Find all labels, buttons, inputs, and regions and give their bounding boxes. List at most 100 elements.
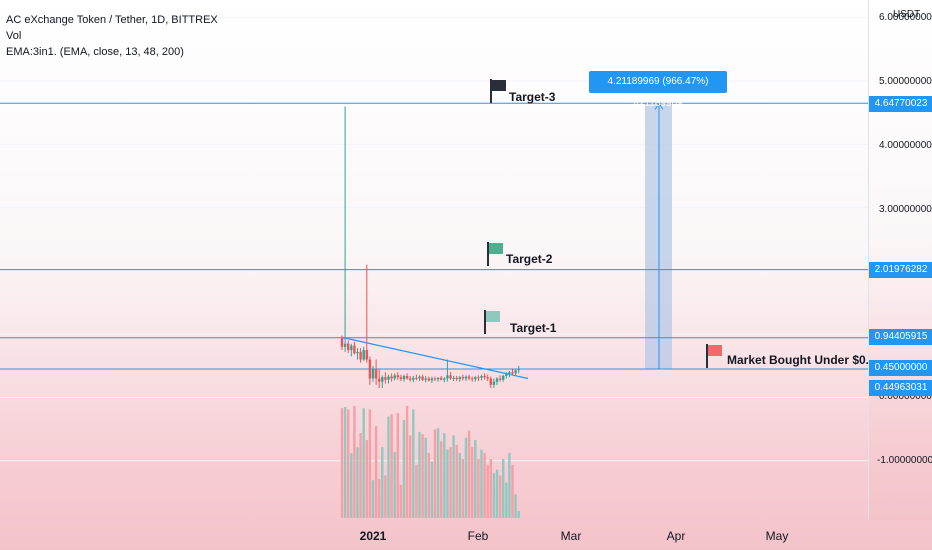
- time-axis[interactable]: 2021 Feb Mar Apr May: [0, 520, 868, 550]
- volume-bar: [483, 453, 486, 518]
- entry-price-label[interactable]: 0.45000000: [869, 360, 932, 376]
- candle-body: [368, 359, 372, 379]
- candle-body: [405, 375, 409, 379]
- candle-body: [440, 377, 443, 380]
- price-axis[interactable]: USDT 5.00000000 4.00000000 3.00000000 0.…: [868, 0, 932, 520]
- candle-body: [461, 377, 465, 379]
- candle-body: [464, 376, 468, 379]
- volume-bar: [517, 510, 520, 518]
- candle-body: [378, 378, 381, 382]
- candle-body: [424, 378, 427, 380]
- entry-label[interactable]: Market Bought Under $0.4: [727, 353, 876, 367]
- time-tick: May: [765, 529, 789, 543]
- volume-bar: [368, 409, 372, 518]
- time-tick: Apr: [666, 529, 686, 543]
- volume-bar: [427, 453, 430, 518]
- volume-bar: [387, 416, 390, 518]
- candle-body: [486, 377, 489, 379]
- volume-bar: [356, 447, 359, 518]
- volume-bar: [350, 453, 353, 518]
- volume-bar: [396, 412, 399, 518]
- ema-indicator-label[interactable]: EMA:3in1. (EMA, close, 13, 48, 200): [6, 46, 184, 58]
- candle-body: [353, 345, 356, 354]
- target-2-price-label[interactable]: 2.01976282: [869, 262, 932, 278]
- candle-body: [371, 369, 375, 379]
- volume-bar: [511, 464, 514, 518]
- volume-indicator-label[interactable]: Vol: [6, 30, 22, 42]
- volume-bar: [340, 408, 344, 518]
- volume-bar: [492, 473, 496, 518]
- volume-bar: [433, 429, 437, 518]
- target-3-label[interactable]: Target-3: [509, 90, 556, 104]
- target-1-label[interactable]: Target-1: [510, 321, 557, 335]
- candle-body: [350, 345, 353, 351]
- candle-body: [480, 375, 483, 378]
- candle-body: [471, 378, 474, 380]
- volume-bar: [381, 447, 384, 518]
- target-3-flag-icon[interactable]: [489, 79, 509, 108]
- target-3-price-label[interactable]: 4.64770023: [869, 96, 932, 112]
- candle-body: [356, 351, 359, 354]
- volume-bar: [474, 440, 477, 518]
- target-2-label[interactable]: Target-2: [506, 252, 553, 266]
- volume-bar: [443, 433, 446, 518]
- candle-body: [415, 377, 418, 379]
- volume-bar: [430, 461, 434, 518]
- time-tick: Mar: [560, 529, 582, 543]
- volume-bar: [393, 451, 396, 518]
- volume-bar: [467, 430, 471, 518]
- candle-body: [393, 375, 396, 379]
- candle-body: [365, 350, 368, 360]
- candle-body: [505, 374, 508, 376]
- target-1-flag-icon[interactable]: [483, 310, 503, 339]
- candle-body: [384, 377, 387, 380]
- volume-bar: [489, 459, 492, 518]
- candle-body: [362, 350, 365, 360]
- trendline: [341, 336, 529, 380]
- volume-bar: [362, 408, 365, 518]
- volume-bar: [421, 434, 424, 518]
- target-1-price-label[interactable]: 0.94405915: [869, 329, 932, 345]
- chart-plot-area[interactable]: [0, 0, 868, 520]
- measure-tool-label[interactable]: 4.21189969 (966.47%) 421189969: [589, 71, 727, 109]
- candle-body: [399, 377, 403, 380]
- volume-bar: [455, 444, 458, 518]
- volume-bar: [343, 407, 347, 518]
- volume-bar: [402, 420, 406, 518]
- candle-body: [443, 378, 446, 380]
- candle-body: [455, 377, 458, 380]
- chart-canvas[interactable]: [0, 0, 868, 520]
- candle-body: [374, 369, 378, 379]
- volume-bar: [505, 482, 508, 518]
- last-price-label[interactable]: 0.44963031: [869, 380, 932, 396]
- candle-body: [514, 370, 517, 374]
- candle-body: [517, 369, 520, 371]
- volume-bar: [384, 475, 387, 518]
- volume-bar: [405, 405, 409, 518]
- symbol-title[interactable]: AC eXchange Token / Tether, 1D, BITTREX: [6, 14, 218, 26]
- volume-bar: [486, 464, 489, 518]
- volume-bar: [471, 447, 474, 518]
- volume-bar: [464, 437, 468, 518]
- candle-body: [492, 381, 496, 385]
- candle-body: [508, 372, 511, 375]
- candle-body: [412, 377, 415, 380]
- candle-body: [446, 375, 449, 379]
- candle-body: [433, 378, 437, 380]
- candle-body: [495, 378, 499, 382]
- time-tick: 2021: [359, 529, 387, 543]
- candle-body: [359, 351, 362, 360]
- candle-body: [452, 377, 455, 379]
- candle-body: [421, 376, 424, 380]
- candle-body: [474, 377, 477, 380]
- entry-flag-icon[interactable]: [705, 344, 725, 373]
- candle-body: [387, 376, 390, 380]
- candle-body: [477, 377, 480, 379]
- currency-label[interactable]: USDT: [893, 9, 921, 20]
- price-tick: 4.00000000: [879, 140, 932, 151]
- price-tick: -1.00000000: [877, 455, 932, 466]
- target-2-flag-icon[interactable]: [486, 242, 506, 271]
- volume-bar: [424, 437, 427, 518]
- candle-body: [409, 378, 412, 380]
- price-tick: 3.00000000: [879, 204, 932, 215]
